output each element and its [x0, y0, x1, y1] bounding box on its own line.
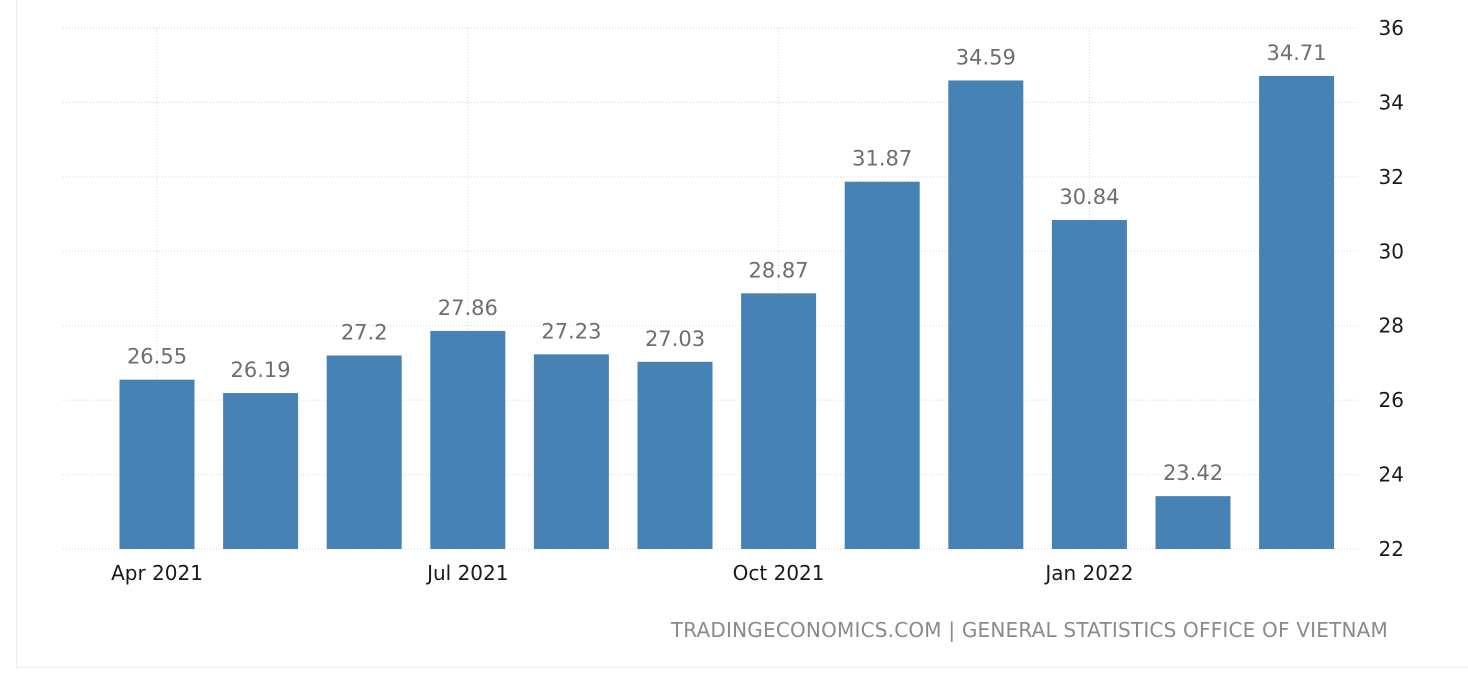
x-tick-label: Jul 2021: [425, 561, 508, 585]
data-label: 27.23: [541, 319, 601, 343]
bar-chart: 26.55 26.19 27.2 27.86 27.23 27.03 28.87 31.87 3…: [17, 0, 1468, 668]
bar-mar-2022: [1259, 76, 1334, 549]
bar-jul-2021: [430, 331, 505, 549]
y-tick-label: 22: [1379, 537, 1404, 561]
bar-feb-2022: [1156, 496, 1231, 549]
chart-frame: 26.55 26.19 27.2 27.86 27.23 27.03 28.87 31.87 3…: [16, 0, 1468, 668]
y-tick-label: 26: [1379, 388, 1404, 412]
data-label: 31.87: [852, 147, 912, 171]
x-tick-label: Jan 2022: [1043, 561, 1133, 585]
bar-nov-2021: [845, 182, 920, 549]
y-axis: 22 24 26 28 30 32 34 36: [1379, 16, 1404, 561]
data-label: 30.84: [1059, 185, 1119, 209]
data-label: 34.71: [1267, 41, 1327, 65]
data-label: 26.55: [127, 345, 187, 369]
bar-may-2021: [223, 393, 298, 549]
x-axis: Apr 2021 Jul 2021 Oct 2021 Jan 2022: [111, 561, 1133, 585]
x-tick-label: Oct 2021: [733, 561, 825, 585]
bar-sep-2021: [638, 362, 713, 549]
y-tick-label: 32: [1379, 165, 1404, 189]
y-tick-label: 28: [1379, 314, 1404, 338]
y-tick-label: 30: [1379, 239, 1404, 263]
y-tick-label: 24: [1379, 463, 1404, 487]
data-labels: 26.55 26.19 27.2 27.86 27.23 27.03 28.87 31.87 3…: [127, 41, 1327, 485]
y-tick-label: 36: [1379, 16, 1404, 40]
data-label: 23.42: [1163, 461, 1223, 485]
data-label: 27.2: [341, 320, 388, 344]
data-label: 27.86: [438, 296, 498, 320]
y-tick-label: 34: [1379, 90, 1404, 114]
bar-apr-2021: [120, 380, 195, 549]
bar-dec-2021: [948, 80, 1023, 549]
source-attribution: TRADINGECONOMICS.COM | GENERAL STATISTIC…: [671, 618, 1388, 642]
bar-aug-2021: [534, 354, 609, 549]
data-label: 26.19: [231, 358, 291, 382]
data-label: 28.87: [749, 258, 809, 282]
bars: [120, 76, 1335, 549]
bar-oct-2021: [741, 293, 816, 549]
data-label: 34.59: [956, 45, 1016, 69]
x-tick-label: Apr 2021: [111, 561, 203, 585]
data-label: 27.03: [645, 327, 705, 351]
bar-jan-2022: [1052, 220, 1127, 549]
bar-jun-2021: [327, 355, 402, 549]
